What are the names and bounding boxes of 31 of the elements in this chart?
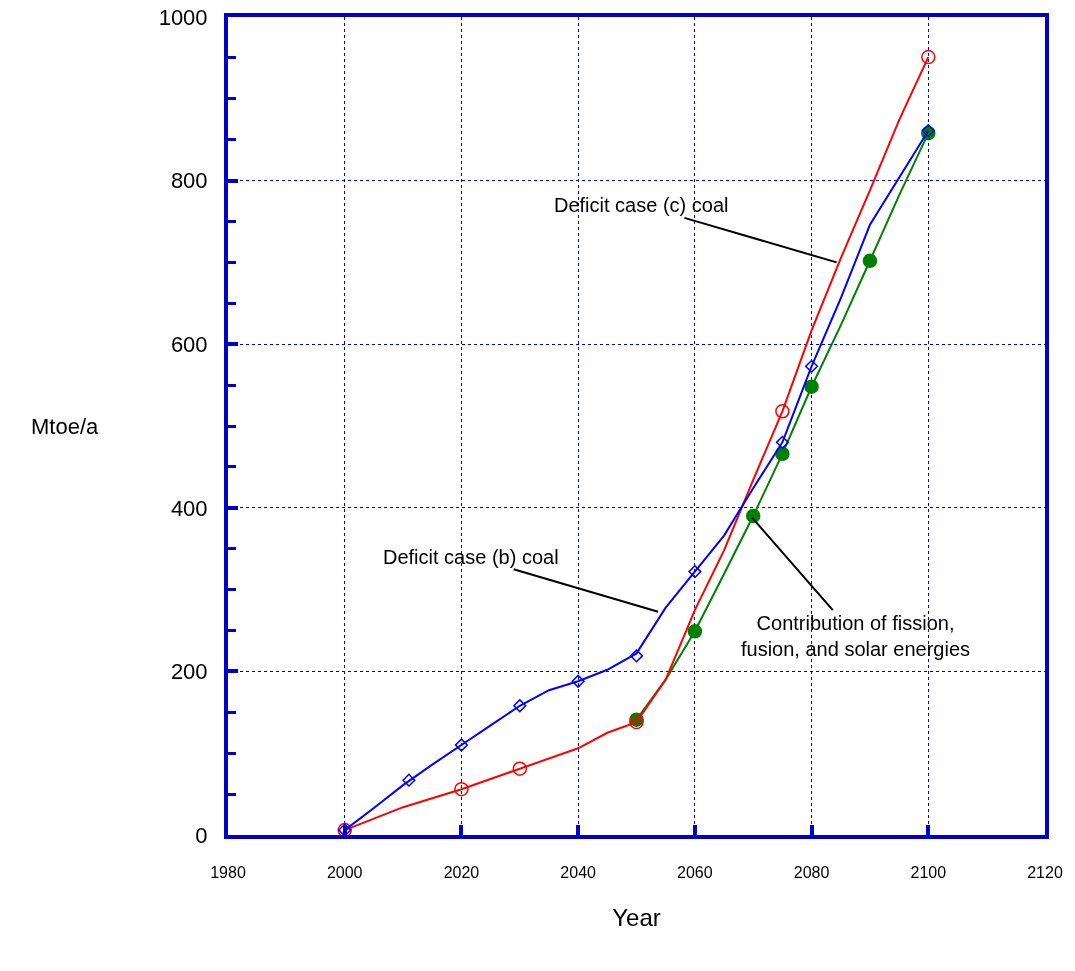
x-axis-title: Year	[612, 904, 661, 931]
y-tick-label: 1000	[158, 4, 208, 30]
y-tick-label: 800	[170, 168, 208, 194]
point	[402, 773, 416, 787]
point	[804, 359, 819, 373]
point	[512, 761, 528, 776]
y-tick-label: 200	[170, 659, 208, 685]
y-axis-title: Mtoe/a	[31, 414, 100, 439]
point	[775, 435, 789, 449]
x-tick-label: 2000	[326, 864, 363, 882]
point	[921, 49, 936, 65]
x-tick-label: 2060	[677, 864, 713, 882]
x-tick-label: 2080	[793, 864, 830, 882]
point	[513, 699, 527, 713]
x-tick-label: 2040	[560, 864, 597, 882]
point	[688, 565, 702, 579]
x-tick-label: 2020	[443, 864, 480, 882]
annotation: Deficit case (c) coal	[554, 194, 729, 216]
point	[629, 649, 644, 663]
y-tick-label: 400	[170, 495, 208, 521]
x-tick-label: 2120	[1027, 864, 1063, 882]
point	[571, 674, 585, 688]
annotation: Contribution of fission, fusion, and solar energies	[741, 612, 971, 660]
point	[775, 404, 790, 419]
y-tick-label: 0	[195, 822, 208, 848]
x-tick-label: 1980	[210, 864, 246, 882]
point	[454, 781, 469, 797]
x-tick-label: 2100	[910, 864, 947, 882]
annotation: Deficit case (b) coal	[383, 546, 559, 568]
y-tick-label: 600	[170, 331, 208, 357]
point	[454, 738, 469, 752]
